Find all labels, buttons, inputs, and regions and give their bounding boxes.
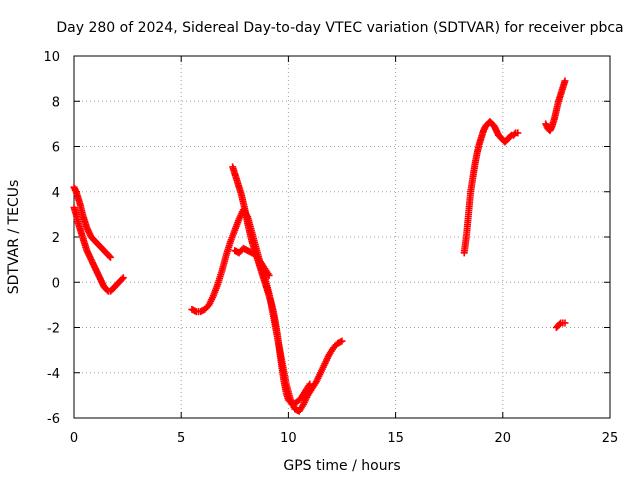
y-tick-label: -4 (47, 367, 60, 382)
series-segment-6 (460, 118, 522, 257)
series-segment-8 (552, 319, 569, 331)
data-point-interp (506, 132, 514, 140)
y-tick-label: 0 (52, 276, 60, 291)
x-tick-label: 10 (280, 431, 297, 446)
data-point-interp (105, 252, 113, 260)
data-point-interp (118, 275, 126, 283)
chart-title: Day 280 of 2024, Sidereal Day-to-day VTE… (56, 20, 623, 36)
series-segment-2 (70, 204, 127, 295)
y-axis-label: SDTVAR / TECUs (6, 180, 22, 295)
data-point (338, 337, 346, 345)
y-tick-label: 4 (52, 186, 60, 201)
data-point (119, 274, 127, 282)
data-point (106, 253, 114, 261)
data-point-interp (511, 130, 519, 138)
data-point-interp (556, 320, 564, 328)
y-tick-label: -6 (47, 412, 60, 427)
series-segment-3 (188, 206, 346, 415)
y-tick-label: 6 (52, 141, 60, 156)
x-tick-label: 0 (70, 431, 78, 446)
x-axis-label: GPS time / hours (283, 458, 400, 474)
data-point (306, 380, 314, 388)
grid-layer (74, 56, 610, 418)
data-point (561, 77, 569, 85)
y-tick-label: 2 (52, 231, 60, 246)
data-point (265, 271, 273, 279)
series-segment-1 (70, 183, 114, 261)
x-tick-label: 15 (387, 431, 404, 446)
y-tick-label: 10 (43, 50, 60, 65)
x-tick-label: 5 (177, 431, 185, 446)
series-segment-5 (231, 244, 273, 279)
data-point (514, 129, 522, 137)
series-segment-4 (229, 163, 314, 408)
data-point (561, 319, 569, 327)
x-tick-label: 25 (602, 431, 619, 446)
y-tick-label: 8 (52, 95, 60, 110)
y-tick-label: -2 (47, 322, 60, 337)
x-tick-label: 20 (495, 431, 512, 446)
data-layer (70, 77, 569, 415)
series-segment-7 (542, 77, 569, 135)
tick-layer: 0 5 10 15 20 25 -6 -4 -2 0 2 4 6 8 10 (43, 50, 618, 446)
